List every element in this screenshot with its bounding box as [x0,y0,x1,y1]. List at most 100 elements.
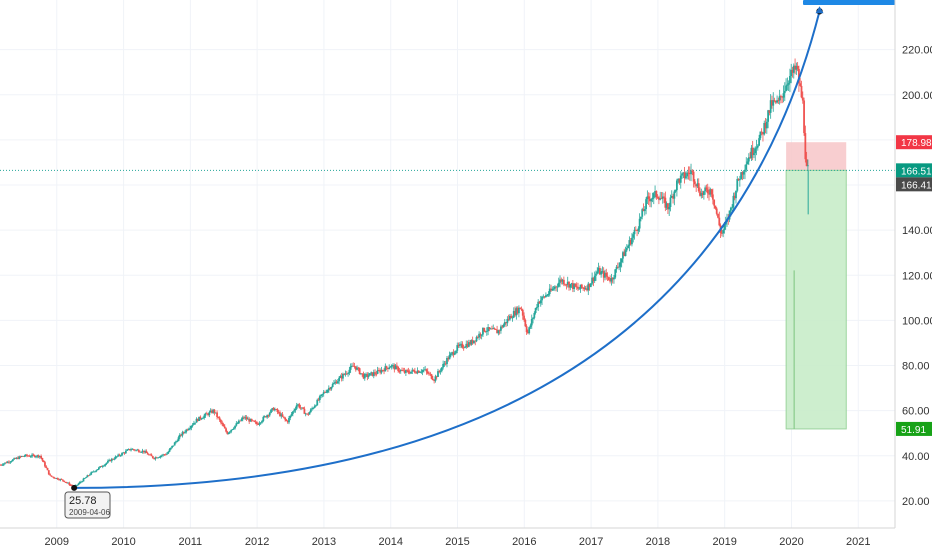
candle-body [77,483,80,486]
candle-body [742,171,745,175]
candle-body [448,354,451,360]
candle-body [36,455,39,457]
candle-body [234,425,236,429]
candle-body [286,420,289,423]
take-profit-zone[interactable] [785,169,847,430]
candle-body [593,275,596,282]
candle-body [614,269,617,278]
candle-body [768,110,771,113]
candle-body [550,288,552,291]
candle-body [780,95,782,97]
candle-body [345,373,348,375]
candle-body [430,374,433,379]
candle-body [416,370,419,374]
candle-body [91,471,94,473]
candle-body [114,456,117,459]
candle-body [642,209,645,212]
candle-body [516,308,519,314]
candle-body [759,131,762,139]
candle-body [403,370,406,373]
candle-body [316,399,319,406]
candle-body [738,179,741,181]
candle-body [42,460,45,463]
candle-body [538,301,541,304]
time-tick-label: 2012 [245,536,269,548]
candle-body [650,199,653,202]
candle-body [506,318,509,324]
candle-body [520,308,523,310]
candle-body [354,366,357,370]
candle-body [778,95,781,101]
price-tick-label: 40.00 [902,451,930,463]
candle-body [772,100,775,106]
candle-body [618,266,621,268]
candle-body [193,422,195,425]
candle-body [10,461,13,462]
candle-body [272,408,275,411]
candle-body [327,388,330,391]
candle-body [150,454,153,457]
candle-body [524,319,527,327]
candle-body [807,165,809,167]
candle-body [521,309,524,316]
candle-body [602,271,605,278]
candle-body [678,178,681,183]
candle-body [794,65,796,70]
price-axis[interactable]: 20.00 40.00 60.00 80.00 100.00 120.00 140.00 16… [902,45,932,508]
candle-body [343,373,346,375]
candle-body [29,456,32,458]
candle-body [133,449,136,451]
candle-body [64,481,67,483]
candle-body [583,287,586,289]
candle-body [578,288,581,290]
candle-body [56,478,59,480]
candle-body [67,482,69,484]
candle-body [100,466,103,467]
candle-body [496,329,498,334]
candle-body [184,432,186,433]
candle-body [512,311,515,318]
candle-body [141,450,144,452]
candle-body [394,365,397,370]
candle-body [568,281,570,288]
candle-body [366,374,369,377]
top-toolbar-bar[interactable] [803,0,895,5]
candle-body [109,459,112,462]
candle-body [339,376,342,378]
candle-body [623,252,626,257]
candle-body [28,455,31,457]
candle-body [600,271,603,275]
candle-body [622,252,624,259]
price-tick-label: 140.00 [902,225,932,237]
candle-body [221,422,224,425]
low-annotation[interactable]: 25.78 2009-04-06 [64,491,111,519]
drawn-curve[interactable] [74,11,821,489]
candle-body [638,218,641,229]
stop-loss-zone[interactable] [786,142,847,171]
candle-body [326,390,329,393]
candle-body [231,429,234,430]
curve-anchor-start[interactable] [71,484,78,491]
candle-body [348,369,351,374]
candle-body [250,419,253,421]
candle-body [532,317,534,319]
candle-body [565,284,568,286]
candle-body [553,286,556,289]
candle-body [489,328,492,330]
long-position-tool[interactable] [785,142,847,430]
candle-body [723,224,726,231]
candle-body [320,394,323,397]
candle-body [790,69,793,76]
time-axis[interactable]: 2009 2010 2011 2012 2013 2014 2015 2016 2017 2018… [45,536,871,548]
candle-body [632,234,635,238]
candle-body [561,279,564,282]
candle-body [284,417,287,420]
candle-body [629,240,632,245]
candle-body [706,189,709,194]
candle-body [640,216,642,219]
candle-body [357,367,360,369]
candle-body [191,424,194,426]
candle-body [697,183,700,192]
candle-body [132,449,135,450]
